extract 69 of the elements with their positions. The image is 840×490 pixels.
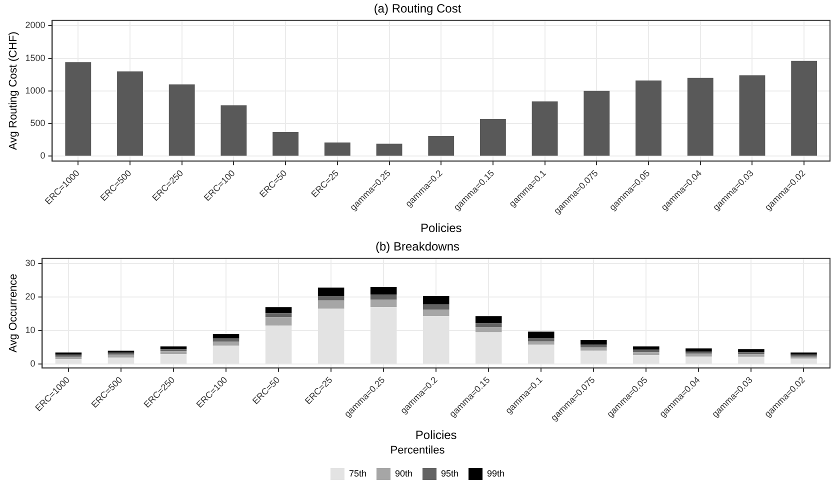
y-tick-label: 30: [25, 258, 36, 268]
bar: [265, 313, 292, 318]
bar: [212, 342, 240, 346]
bar: [633, 346, 660, 350]
bar: [422, 304, 450, 310]
bar: [318, 300, 344, 309]
y-tick-label: 500: [30, 118, 46, 128]
bar: [475, 316, 502, 324]
legend-title: Percentiles: [390, 444, 446, 456]
bar: [580, 340, 607, 345]
bar: [528, 338, 554, 342]
bar: [55, 352, 82, 355]
bar: [686, 348, 712, 352]
bar: [376, 144, 402, 156]
y-tick-label: 1500: [25, 52, 46, 63]
x-axis-title: Policies: [420, 221, 462, 236]
bar: [580, 347, 607, 351]
bar: [633, 352, 660, 356]
bar: [220, 105, 247, 156]
bar: [160, 351, 187, 354]
bar: [272, 132, 299, 156]
bar: [117, 71, 143, 156]
bar: [687, 78, 714, 156]
bar: [318, 296, 344, 300]
bar: [580, 344, 607, 348]
bar: [265, 317, 292, 326]
bar: [475, 323, 502, 328]
bar: [686, 354, 712, 356]
bar: [318, 288, 344, 296]
bar: [739, 75, 766, 156]
y-tick-label: 1000: [25, 85, 46, 96]
bar: [532, 101, 558, 156]
chart-title: (a) Routing Cost: [374, 2, 462, 16]
bar: [212, 334, 240, 338]
legend-label: 99th: [487, 468, 505, 478]
bar: [528, 341, 554, 345]
y-tick-label: 2000: [25, 20, 46, 30]
y-axis-title: Avg Routing Cost (CHF): [8, 32, 20, 150]
bar: [370, 286, 397, 295]
bar: [422, 296, 450, 304]
bar: [475, 327, 502, 332]
y-tick-label: 0: [30, 358, 36, 369]
bar: [168, 84, 195, 156]
bar: [160, 346, 187, 350]
bar: [422, 309, 450, 316]
bar: [528, 332, 554, 338]
bar: [791, 60, 818, 156]
bar: [370, 300, 397, 308]
bar: [738, 349, 764, 352]
y-tick-label: 0: [40, 150, 46, 161]
x-axis-title: Policies: [415, 428, 457, 442]
bar: [108, 354, 134, 358]
legend-label: 75th: [348, 468, 366, 478]
bar: [324, 142, 350, 156]
y-tick-label: 10: [25, 325, 36, 336]
bar: [584, 90, 610, 156]
bar: [428, 136, 454, 156]
chart-title: (b) Breakdowns: [375, 240, 460, 254]
bar: [480, 118, 506, 156]
bar: [370, 294, 397, 300]
bar: [636, 80, 662, 156]
legend-label: 95th: [441, 468, 459, 478]
bar: [65, 62, 92, 156]
bar: [738, 354, 764, 357]
bar: [265, 307, 292, 314]
y-axis-title: Avg Occurrence: [8, 274, 20, 352]
bar: [790, 352, 817, 355]
y-tick-label: 20: [25, 292, 36, 302]
legend-label: 90th: [394, 468, 413, 478]
